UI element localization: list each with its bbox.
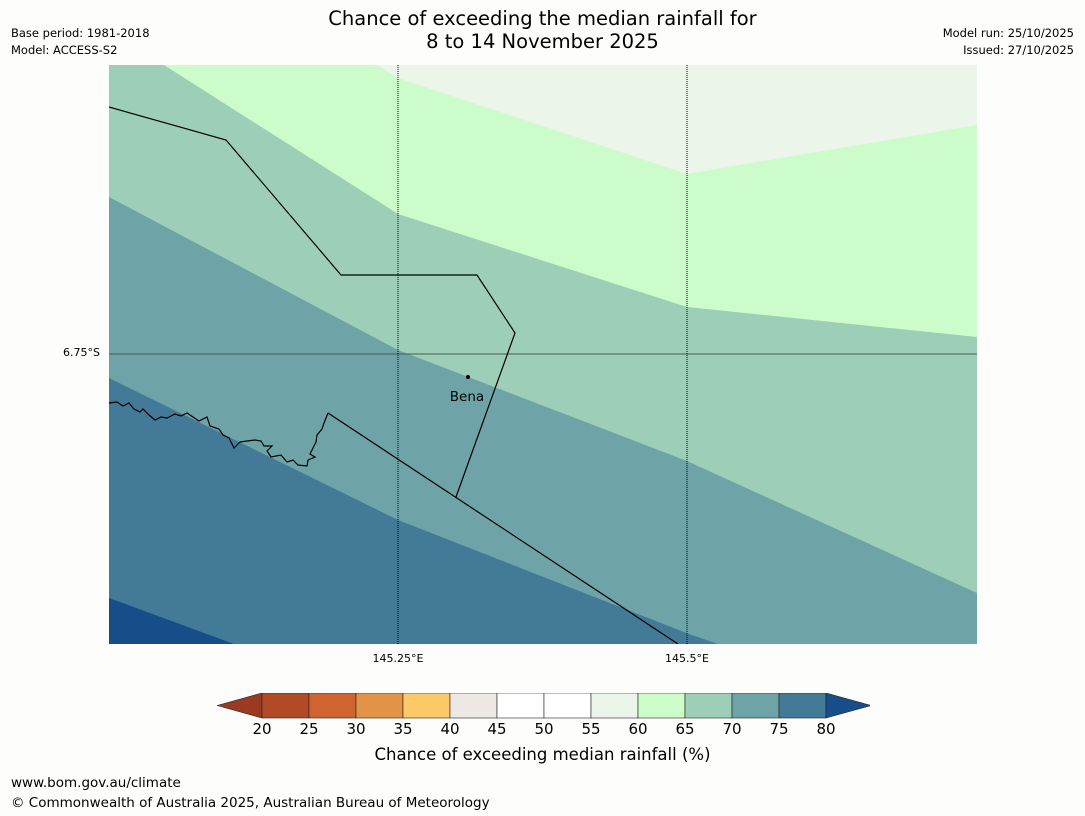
- colorbar-segment-65-70: [684, 693, 733, 719]
- footer-website[interactable]: www.bom.gov.au/climate: [11, 775, 181, 791]
- bena-marker: [466, 375, 470, 379]
- colorbar-tick-60: 60: [628, 720, 648, 738]
- title-line-1: Chance of exceeding the median rainfall …: [328, 7, 757, 30]
- rainfall-map[interactable]: Bena: [109, 65, 977, 644]
- colorbar-segment-50-55: [543, 693, 592, 719]
- colorbar-extend-low: [217, 693, 263, 719]
- colorbar: [217, 693, 870, 719]
- colorbar-segment-70-75: [731, 693, 780, 719]
- province-boundary-south: [327, 412, 679, 644]
- model-name: Model: ACCESS-S2: [11, 43, 118, 57]
- colorbar-tick-65: 65: [675, 720, 695, 738]
- colorbar-segment-35-40: [402, 693, 451, 719]
- colorbar-title: Chance of exceeding median rainfall (%): [374, 745, 711, 764]
- colorbar-segment-20-25: [261, 693, 310, 719]
- footer-copyright: © Commonwealth of Australia 2025, Austra…: [11, 795, 490, 811]
- latitude-label: 6.75°S: [63, 346, 100, 359]
- colorbar-tick-25: 25: [299, 720, 319, 738]
- colorbar-tick-55: 55: [581, 720, 601, 738]
- colorbar-tick-75: 75: [769, 720, 789, 738]
- colorbar-segment-25-30: [308, 693, 357, 719]
- bena-label: Bena: [450, 389, 484, 405]
- colorbar-segment-60-65: [637, 693, 686, 719]
- colorbar-tick-20: 20: [252, 720, 272, 738]
- meta-left: Base period: 1981-2018 Model: ACCESS-S2: [11, 25, 150, 59]
- band-55-60: [377, 65, 977, 174]
- colorbar-tick-45: 45: [487, 720, 507, 738]
- coastline: [109, 401, 329, 467]
- province-boundary-north: [109, 106, 516, 498]
- colorbar-segment-75-80: [778, 693, 827, 719]
- colorbar-tick-35: 35: [393, 720, 413, 738]
- colorbar-tick-80: 80: [816, 720, 836, 738]
- colorbar-tick-50: 50: [534, 720, 554, 738]
- meta-right: Model run: 25/10/2025 Issued: 27/10/2025: [943, 25, 1074, 59]
- base-period: Base period: 1981-2018: [11, 26, 150, 40]
- colorbar-tick-40: 40: [440, 720, 460, 738]
- longitude-label-145-5: 145.5°E: [665, 652, 709, 665]
- title-line-2: 8 to 14 November 2025: [426, 30, 659, 53]
- colorbar-segment-45-50: [496, 693, 545, 719]
- colorbar-segment-30-35: [355, 693, 404, 719]
- colorbar-segment-55-60: [590, 693, 639, 719]
- colorbar-segment-40-45: [449, 693, 498, 719]
- colorbar-tick-70: 70: [722, 720, 742, 738]
- model-run: Model run: 25/10/2025: [942, 26, 1074, 40]
- longitude-label-145-25: 145.25°E: [372, 652, 424, 665]
- issued-date: Issued: 27/10/2025: [963, 43, 1074, 57]
- colorbar-extend-high: [825, 693, 870, 719]
- colorbar-tick-30: 30: [346, 720, 366, 738]
- map-title: Chance of exceeding the median rainfall …: [0, 7, 1085, 53]
